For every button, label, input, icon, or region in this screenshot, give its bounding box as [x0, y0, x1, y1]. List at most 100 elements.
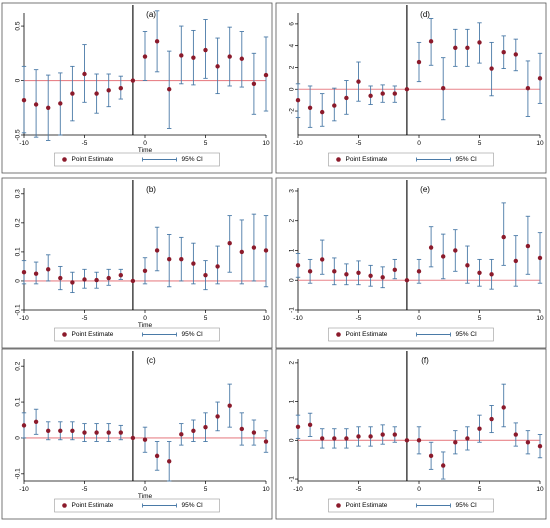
point-estimate-marker [94, 91, 99, 96]
x-tick-label: 5 [478, 315, 482, 322]
chart-panel: -0.1 0 0.1 0.2 -10 -5 0 5 10 Time (c) Point Estimat… [1, 348, 273, 520]
point-estimate-marker [215, 414, 220, 419]
point-estimate-marker [82, 71, 87, 77]
y-tick-label: 0 [289, 278, 296, 282]
point-estimate-marker [82, 277, 87, 282]
point-estimate-marker [344, 272, 349, 277]
legend-label-ci: 95% CI [456, 156, 478, 163]
x-tick-label: 10 [262, 140, 270, 147]
legend-point-swatch [336, 503, 341, 508]
point-estimate-marker [179, 256, 184, 262]
x-tick-label: -10 [293, 486, 303, 493]
legend-label-ci: 95% CI [456, 502, 478, 509]
point-estimate-marker [130, 78, 136, 83]
legend-label-point: Point Estimate [72, 156, 114, 163]
y-tick-label: 3 [289, 189, 296, 193]
point-estimate-marker [537, 255, 543, 261]
legend-label-point: Point Estimate [72, 331, 114, 338]
x-tick-label: 5 [204, 315, 208, 322]
point-estimate-marker [167, 87, 172, 92]
y-tick-label: 2 [289, 65, 296, 69]
panel-frame [275, 348, 547, 520]
point-estimate-marker [320, 109, 325, 115]
point-estimate-marker [537, 443, 543, 449]
point-estimate-marker [453, 45, 458, 51]
point-estimate-marker [118, 430, 124, 435]
point-estimate-marker [191, 428, 196, 433]
panel-frame [1, 2, 273, 174]
point-estimate-marker [416, 59, 422, 65]
legend-box [54, 327, 220, 342]
point-estimate-marker [489, 66, 494, 71]
x-axis-title: Time [138, 322, 153, 329]
panel-label: (b) [146, 185, 156, 194]
y-tick-label: 1 [289, 399, 296, 403]
point-estimate-marker [203, 424, 208, 430]
point-estimate-marker [106, 275, 111, 281]
legend-label-point: Point Estimate [346, 331, 388, 338]
point-estimate-marker [392, 91, 397, 96]
point-estimate-marker [21, 423, 27, 428]
y-tick-label: 4 [289, 43, 296, 47]
legend-point-swatch [62, 332, 67, 337]
y-tick-label: 0 [289, 438, 296, 442]
x-tick-label: -5 [82, 140, 88, 147]
point-estimate-marker [525, 85, 531, 91]
point-estimate-marker [46, 105, 51, 110]
point-estimate-marker [118, 272, 124, 278]
point-estimate-marker [142, 54, 148, 59]
panel-frame [275, 177, 547, 349]
x-tick-label: 0 [143, 486, 147, 493]
y-tick-label: 6 [289, 22, 296, 26]
point-estimate-marker [46, 428, 51, 433]
y-tick-label: 1 [289, 248, 296, 252]
legend: Point Estimate 95% CI [54, 327, 220, 342]
x-tick-label: 5 [204, 140, 208, 147]
point-estimate-marker [465, 45, 470, 51]
point-estimate-marker [263, 72, 269, 78]
point-estimate-marker [380, 275, 385, 280]
legend: Point Estimate 95% CI [54, 498, 220, 513]
point-estimate-marker [441, 85, 446, 91]
x-tick-label: -10 [293, 315, 303, 322]
point-estimate-marker [251, 430, 257, 435]
x-tick-label: 0 [143, 140, 147, 147]
point-estimate-marker [191, 55, 196, 60]
point-estimate-marker [106, 430, 111, 435]
point-estimate-marker [179, 432, 184, 437]
y-tick-label: 0.2 [15, 218, 22, 227]
point-estimate-marker [513, 52, 518, 57]
point-estimate-marker [307, 269, 313, 274]
x-tick-label: 0 [417, 140, 421, 147]
x-tick-label: -10 [19, 486, 29, 493]
point-estimate-marker [154, 248, 160, 253]
y-tick-label: -2 [289, 108, 296, 114]
point-estimate-marker [33, 102, 39, 107]
x-tick-label: 10 [536, 140, 544, 147]
y-tick-label: -1 [289, 476, 296, 482]
point-estimate-marker [251, 245, 257, 250]
point-estimate-marker [130, 435, 136, 441]
point-estimate-marker [295, 424, 301, 429]
legend-point-swatch [62, 157, 67, 162]
point-estimate-marker [477, 270, 482, 276]
point-estimate-marker [477, 426, 482, 431]
y-tick-label: -1 [289, 307, 296, 313]
point-estimate-marker [167, 459, 172, 464]
y-tick-label: 0 [15, 436, 22, 440]
panel-label: (d) [420, 10, 430, 19]
point-estimate-marker [513, 258, 518, 264]
x-tick-label: -5 [356, 315, 362, 322]
point-estimate-marker [33, 271, 39, 276]
x-tick-label: 0 [417, 486, 421, 493]
point-estimate-marker [142, 437, 148, 442]
point-estimate-marker [154, 39, 160, 44]
legend-label-point: Point Estimate [346, 156, 388, 163]
point-estimate-marker [453, 440, 458, 445]
point-estimate-marker [70, 428, 75, 433]
point-estimate-marker [215, 264, 220, 269]
legend-box [328, 152, 494, 167]
point-estimate-marker [501, 50, 506, 55]
point-estimate-marker [58, 428, 63, 433]
